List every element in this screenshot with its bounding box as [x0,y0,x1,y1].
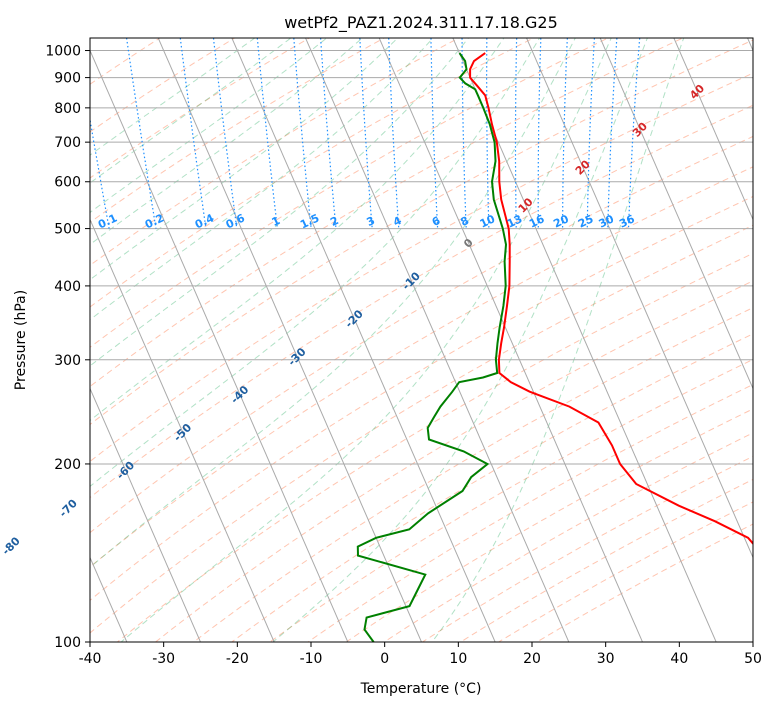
x-tick-label: 20 [523,651,541,667]
y-axis-label: Pressure (hPa) [13,290,29,390]
y-tick-label: 900 [54,71,81,87]
x-tick-label: 40 [670,651,688,667]
x-tick-label: 10 [449,651,467,667]
x-tick-label: -30 [152,651,175,667]
y-tick-label: 700 [54,135,81,151]
x-tick-label: 0 [380,651,389,667]
y-tick-label: 100 [54,635,81,651]
y-tick-label: 500 [54,222,81,238]
y-tick-label: 200 [54,457,81,473]
x-tick-label: 50 [744,651,762,667]
y-tick-label: 800 [54,101,81,117]
x-tick-label: -20 [226,651,249,667]
chart-title: wetPf2_PAZ1.2024.311.17.18.G25 [284,13,558,33]
x-axis-label: Temperature (°C) [360,681,482,697]
x-tick-label: -40 [79,651,102,667]
x-tick-label: -10 [300,651,323,667]
y-tick-label: 600 [54,175,81,191]
y-tick-label: 400 [54,279,81,295]
y-tick-label: 1000 [45,44,81,60]
y-tick-label: 300 [54,353,81,369]
x-tick-label: 30 [597,651,615,667]
